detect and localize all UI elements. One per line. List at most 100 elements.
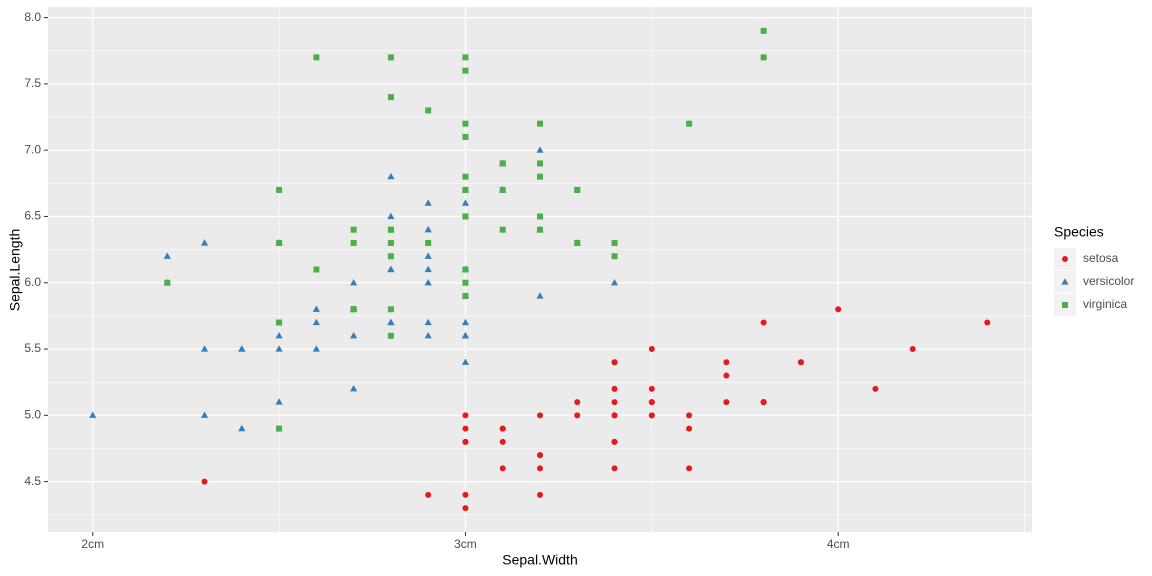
point	[387, 226, 394, 233]
point	[461, 331, 470, 339]
point	[350, 385, 358, 392]
point	[723, 372, 730, 379]
point	[238, 345, 246, 352]
point	[537, 160, 543, 167]
point	[648, 412, 655, 419]
point	[760, 399, 767, 406]
point	[350, 239, 357, 246]
point	[462, 186, 469, 193]
point	[462, 213, 469, 220]
point	[536, 292, 544, 299]
point	[537, 491, 543, 498]
legend-title: Species	[1054, 224, 1104, 240]
point	[200, 345, 209, 352]
point	[313, 54, 320, 61]
point	[536, 146, 544, 153]
point	[611, 399, 618, 406]
point	[611, 412, 618, 419]
point	[537, 452, 543, 459]
point	[387, 212, 395, 220]
point	[610, 278, 619, 286]
point	[760, 319, 767, 326]
point	[387, 318, 395, 326]
point	[350, 306, 357, 313]
point	[387, 253, 394, 260]
point	[424, 278, 432, 286]
point	[611, 465, 618, 472]
point	[462, 133, 469, 140]
point	[312, 305, 320, 312]
point	[537, 465, 543, 472]
x-tick-label: 2cm	[81, 537, 104, 551]
point	[611, 438, 618, 445]
legend-label: versicolor	[1083, 274, 1134, 288]
point	[686, 465, 693, 472]
point	[350, 226, 357, 233]
point	[499, 160, 506, 167]
point	[462, 505, 469, 512]
point	[462, 279, 469, 286]
point	[574, 412, 581, 419]
point	[648, 385, 655, 392]
point	[424, 199, 432, 206]
point	[462, 173, 469, 180]
point	[909, 346, 916, 353]
point	[461, 199, 470, 206]
point	[797, 359, 804, 366]
y-tick-label: 5.5	[24, 341, 41, 355]
point	[387, 94, 394, 101]
point	[686, 120, 693, 127]
point	[499, 186, 506, 193]
point	[499, 465, 506, 472]
point	[164, 279, 171, 286]
point	[387, 54, 394, 61]
point	[611, 385, 618, 392]
point	[686, 425, 693, 432]
point	[312, 345, 320, 352]
point	[499, 425, 506, 432]
point	[276, 425, 283, 432]
point	[499, 438, 506, 445]
point	[537, 412, 543, 419]
point	[424, 265, 432, 273]
y-tick-label: 6.0	[24, 275, 41, 289]
point	[276, 186, 283, 193]
point	[275, 398, 283, 405]
legend-key	[1062, 256, 1068, 262]
point	[238, 424, 246, 432]
point	[574, 399, 581, 406]
legend-label: virginica	[1083, 297, 1127, 311]
point	[425, 491, 432, 498]
y-tick-label: 6.5	[24, 209, 41, 223]
point	[462, 266, 469, 273]
point	[425, 239, 432, 246]
point	[537, 213, 543, 220]
point	[462, 67, 469, 74]
point	[760, 27, 767, 34]
point	[387, 265, 395, 273]
point	[461, 358, 470, 365]
point	[462, 412, 469, 419]
y-tick-label: 4.5	[24, 474, 41, 488]
legend-label: setosa	[1083, 251, 1119, 265]
y-tick-label: 8.0	[24, 10, 41, 24]
point	[424, 318, 432, 326]
point	[872, 385, 879, 392]
point	[462, 491, 469, 498]
point	[686, 412, 693, 419]
x-tick-label: 4cm	[827, 537, 850, 551]
point	[387, 332, 394, 339]
point	[387, 239, 394, 246]
point	[424, 252, 432, 259]
point	[462, 438, 469, 445]
point	[499, 226, 506, 233]
point	[462, 54, 469, 61]
y-axis-label: Sepal.Length	[7, 229, 23, 312]
point	[276, 319, 283, 326]
x-tick-label: 3cm	[454, 537, 477, 551]
point	[611, 253, 618, 260]
point	[462, 425, 469, 432]
point	[387, 172, 395, 180]
point	[200, 239, 209, 246]
